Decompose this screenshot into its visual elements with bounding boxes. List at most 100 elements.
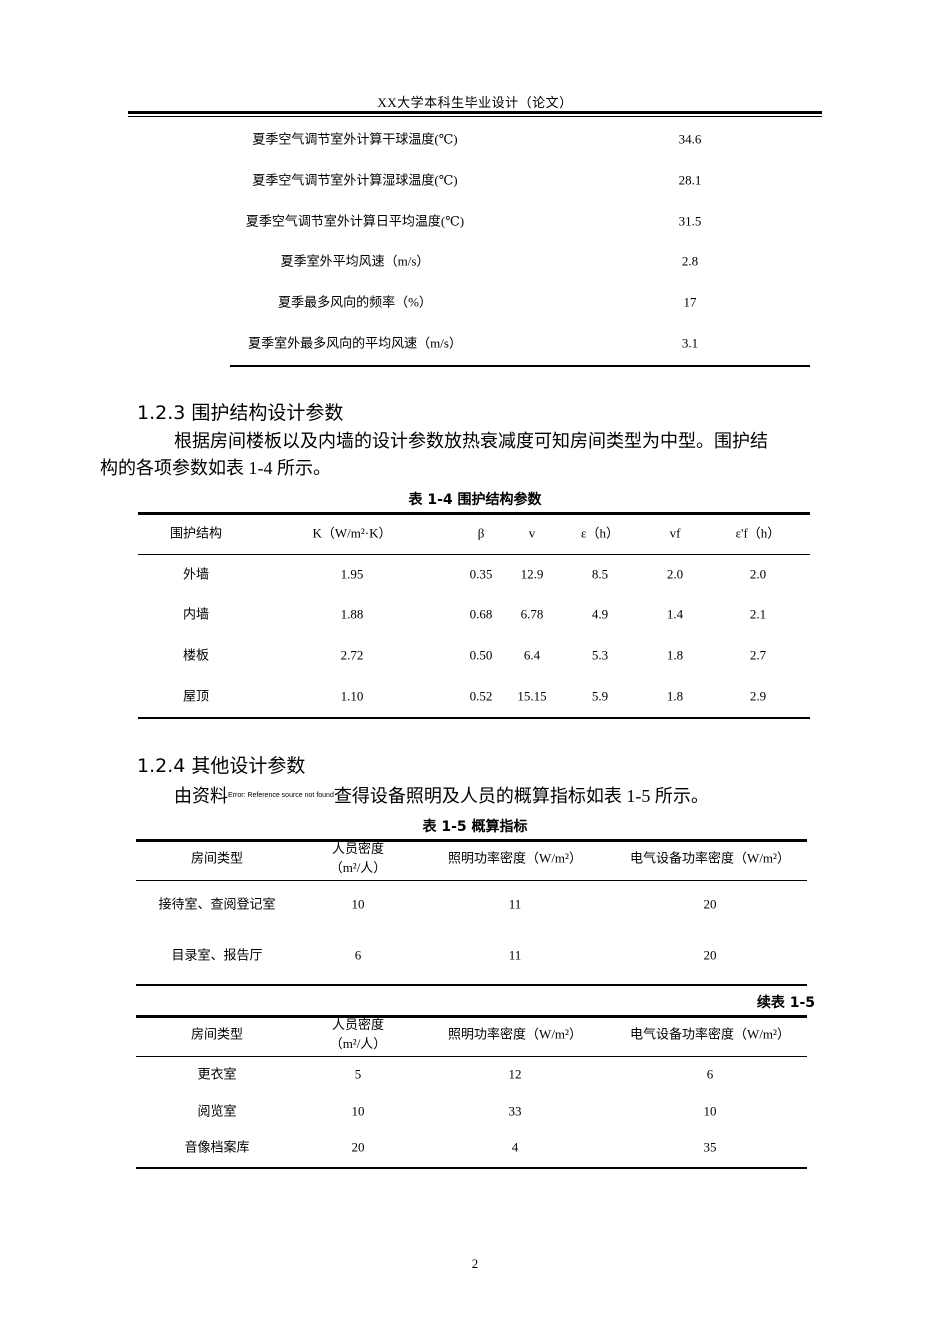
table-cell: 2.1 bbox=[749, 606, 767, 622]
column-header: v bbox=[528, 525, 536, 541]
table-cell: 音像档案库 bbox=[184, 1139, 250, 1155]
table-rule bbox=[136, 984, 807, 986]
table-cell: 1.88 bbox=[340, 606, 364, 622]
section-heading: 1.2.3 围护结构设计参数 bbox=[137, 402, 344, 424]
table-cell: 12 bbox=[508, 1066, 522, 1082]
table-caption: 表 1-5 概算指标 bbox=[422, 819, 528, 835]
table-cell: 6.78 bbox=[520, 606, 544, 622]
table-rule bbox=[136, 1167, 807, 1169]
table-rule bbox=[136, 1015, 807, 1018]
table-rule bbox=[138, 554, 810, 555]
table-cell: 0.50 bbox=[469, 647, 493, 663]
column-header: ε'f（h） bbox=[735, 525, 781, 541]
table-rule bbox=[136, 1056, 807, 1057]
paragraph: 根据房间楼板以及内墙的设计参数放热衰减度可知房间类型为中型。围护结 构的各项参数… bbox=[100, 428, 817, 482]
column-header: vf bbox=[669, 525, 681, 541]
parameter-value: 3.1 bbox=[681, 335, 699, 351]
table-cell: 2.7 bbox=[749, 647, 767, 663]
table-cell: 11 bbox=[508, 896, 522, 912]
table-cell: 外墙 bbox=[182, 566, 210, 582]
continued-label: 续表 1-5 bbox=[756, 995, 815, 1011]
table-cell: 0.68 bbox=[469, 606, 493, 622]
table-cell: 2.72 bbox=[340, 647, 364, 663]
table-cell: 10 bbox=[703, 1103, 717, 1119]
table-cell: 10 bbox=[351, 896, 365, 912]
column-header: 房间类型 bbox=[190, 1026, 244, 1042]
column-header: K（W/m²·K） bbox=[312, 525, 392, 541]
table-cell: 1.10 bbox=[340, 688, 364, 704]
table-cell: 更衣室 bbox=[197, 1066, 237, 1082]
table-cell: 0.35 bbox=[469, 566, 493, 582]
table-cell: 5.9 bbox=[591, 688, 609, 704]
paragraph-line: 构的各项参数如表 1-4 所示。 bbox=[100, 458, 331, 478]
table-cell: 0.52 bbox=[469, 688, 493, 704]
table-cell: 6 bbox=[706, 1066, 714, 1082]
paragraph-line: 根据房间楼板以及内墙的设计参数放热衰减度可知房间类型为中型。围护结 bbox=[174, 431, 768, 451]
table-rule bbox=[138, 717, 810, 719]
header-rule-thin bbox=[128, 116, 822, 117]
column-header: 照明功率密度（W/m²） bbox=[448, 850, 582, 866]
table-cell: 1.8 bbox=[666, 688, 684, 704]
table-cell: 12.9 bbox=[520, 566, 544, 582]
table-rule bbox=[230, 365, 810, 367]
column-header: 人员密度 （m²/人） bbox=[329, 1017, 387, 1051]
table-cell: 目录室、报告厅 bbox=[171, 947, 263, 963]
table-cell: 楼板 bbox=[182, 647, 210, 663]
table-cell: 屋顶 bbox=[182, 688, 210, 704]
table-cell: 2.0 bbox=[749, 566, 767, 582]
table-cell: 10 bbox=[351, 1103, 365, 1119]
table-cell: 15.15 bbox=[517, 688, 547, 704]
column-header: 照明功率密度（W/m²） bbox=[448, 1026, 582, 1042]
table-cell: 2.9 bbox=[749, 688, 767, 704]
table-cell: 1.8 bbox=[666, 647, 684, 663]
parameter-name: 夏季空气调节室外计算日平均温度(℃) bbox=[245, 213, 465, 229]
table-caption: 表 1-4 围护结构参数 bbox=[408, 492, 542, 508]
parameter-value: 2.8 bbox=[681, 253, 699, 269]
table-rule bbox=[136, 839, 807, 842]
table-cell: 4.9 bbox=[591, 606, 609, 622]
column-header: 房间类型 bbox=[190, 850, 244, 866]
section-heading: 1.2.4 其他设计参数 bbox=[137, 755, 306, 777]
table-cell: 5 bbox=[354, 1066, 362, 1082]
table-cell: 阅览室 bbox=[197, 1103, 237, 1119]
parameter-value: 31.5 bbox=[678, 213, 702, 229]
table-cell: 20 bbox=[351, 1139, 365, 1155]
page-number: 2 bbox=[471, 1256, 479, 1271]
table-cell: 20 bbox=[703, 947, 717, 963]
parameter-name: 夏季室外最多风向的平均风速（m/s） bbox=[248, 335, 462, 351]
table-cell: 33 bbox=[508, 1103, 522, 1119]
table-rule bbox=[138, 512, 810, 515]
table-rule bbox=[136, 880, 807, 881]
table-cell: 6 bbox=[354, 947, 362, 963]
table-cell: 11 bbox=[508, 947, 522, 963]
table-cell: 8.5 bbox=[591, 566, 609, 582]
page-header: XX大学本科生毕业设计（论文） bbox=[377, 95, 573, 110]
reference-error: Error: Reference source not found bbox=[228, 792, 334, 799]
parameter-name: 夏季空气调节室外计算湿球温度(℃) bbox=[252, 172, 458, 188]
table-cell: 5.3 bbox=[591, 647, 609, 663]
table-cell: 4 bbox=[511, 1139, 519, 1155]
column-header: β bbox=[477, 525, 485, 541]
parameter-name: 夏季最多风向的频率（%） bbox=[278, 294, 432, 310]
parameter-value: 34.6 bbox=[678, 131, 702, 147]
table-cell: 接待室、查阅登记室 bbox=[158, 896, 276, 912]
column-header: 围护结构 bbox=[169, 525, 223, 541]
table-cell: 内墙 bbox=[182, 606, 210, 622]
paragraph-text: 查得设备照明及人员的概算指标如表 1-5 所示。 bbox=[333, 786, 709, 806]
column-header: 人员密度 （m²/人） bbox=[329, 841, 387, 875]
parameter-value: 28.1 bbox=[678, 172, 702, 188]
table-cell: 20 bbox=[703, 896, 717, 912]
table-cell: 35 bbox=[703, 1139, 717, 1155]
paragraph: 由资料Error: Reference source not found查得设备… bbox=[137, 782, 854, 810]
parameter-name: 夏季室外平均风速（m/s） bbox=[280, 253, 430, 269]
column-header: 电气设备功率密度（W/m²） bbox=[630, 850, 790, 866]
table-cell: 6.4 bbox=[523, 647, 541, 663]
parameter-value: 17 bbox=[683, 294, 697, 310]
column-header: ε（h） bbox=[581, 525, 619, 541]
parameter-name: 夏季空气调节室外计算干球温度(℃) bbox=[252, 131, 458, 147]
column-header: 电气设备功率密度（W/m²） bbox=[630, 1026, 790, 1042]
header-rule-thick bbox=[128, 111, 822, 114]
paragraph-text: 由资料 bbox=[174, 786, 228, 806]
table-cell: 1.95 bbox=[340, 566, 364, 582]
table-cell: 2.0 bbox=[666, 566, 684, 582]
